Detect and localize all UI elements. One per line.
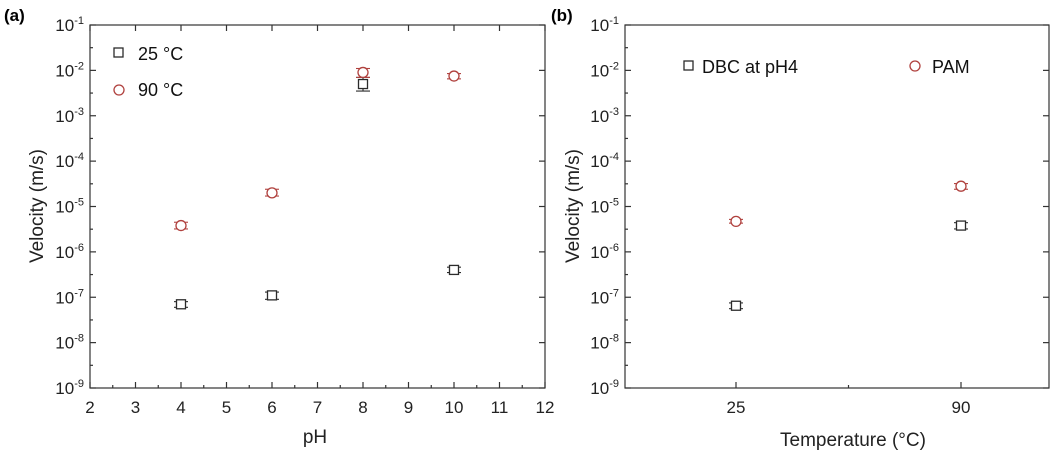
panel-a-letter: (a) [4, 6, 25, 25]
panel-b-y-axis-title: Velocity (m/s) [563, 149, 584, 263]
y-tick-label: 10-1 [55, 15, 84, 35]
y-tick-label: 10-4 [590, 151, 619, 171]
panel-a-y-ticks: 10-9 10-8 10-7 10-6 10-5 10-4 10-3 10-2 10-1 [55, 15, 545, 398]
x-tick-label: 6 [267, 398, 276, 417]
x-tick-label: 2 [85, 398, 94, 417]
y-tick-label: 10-2 [55, 60, 84, 80]
x-tick-label: 5 [222, 398, 231, 417]
data-point-square [266, 290, 278, 301]
y-tick-label: 10-7 [55, 287, 84, 307]
y-tick-label: 10-8 [55, 333, 84, 353]
legend-series-25c: 25 °C [138, 44, 183, 64]
x-tick-label: 12 [536, 398, 555, 417]
y-tick-label: 10-7 [590, 287, 619, 307]
panel-a-legend: 25 °C 90 °C [113, 44, 183, 100]
panel-a-x-ticks: 2 3 4 5 6 7 8 9 10 11 12 [85, 25, 554, 417]
y-tick-label: 10-3 [590, 106, 619, 126]
panel-a-x-axis-title: pH [303, 427, 327, 448]
panel-b-x-axis-title: Temperature (°C) [780, 430, 926, 451]
panel-a: (a) 10-9 10-8 10-7 10-6 10-5 10-4 10-3 10-2 10-1… [4, 6, 554, 448]
legend-series-dbc: DBC at pH4 [702, 57, 798, 77]
data-point-square [730, 300, 742, 311]
data-point-square [955, 220, 967, 231]
y-tick-label: 10-9 [55, 378, 84, 398]
x-tick-label: 11 [491, 398, 509, 417]
y-tick-label: 10-4 [55, 151, 84, 171]
y-tick-label: 10-3 [55, 106, 84, 126]
x-tick-label: 3 [131, 398, 140, 417]
legend-series-pam: PAM [932, 57, 970, 77]
legend-circle-marker [113, 84, 125, 96]
panel-b-x-ticks: 25 90 [727, 382, 971, 417]
y-tick-label: 10-5 [55, 197, 84, 217]
y-tick-label: 10-6 [590, 242, 619, 262]
panel-b-y-ticks: 10-9 10-8 10-7 10-6 10-5 10-4 10-3 10-2 10-1 [590, 15, 1049, 398]
x-tick-label: 9 [404, 398, 413, 417]
x-tick-label: 4 [176, 398, 185, 417]
data-point-circle [175, 219, 187, 232]
legend-circle-marker [909, 60, 921, 72]
y-tick-label: 10-1 [590, 15, 619, 35]
x-tick-label: 8 [358, 398, 367, 417]
panel-b-marks [729, 180, 968, 311]
data-point-circle [955, 180, 967, 192]
y-tick-label: 10-6 [55, 242, 84, 262]
x-tick-label: 7 [313, 398, 322, 417]
data-point-circle [730, 215, 742, 228]
panel-b-legend: DBC at pH4 PAM [683, 57, 970, 77]
data-point-circle [448, 70, 460, 82]
data-point-square [175, 299, 187, 310]
panel-b-plot-frame [624, 24, 1050, 389]
panel-a-marks [174, 66, 461, 310]
legend-square-marker [113, 47, 124, 58]
panel-b-letter: (b) [551, 6, 573, 25]
panel-a-y-axis-title: Velocity (m/s) [27, 149, 48, 263]
x-tick-label: 10 [445, 398, 464, 417]
data-point-circle [357, 66, 369, 79]
x-tick-label: 90 [952, 398, 971, 417]
legend-series-90c: 90 °C [138, 80, 183, 100]
y-tick-label: 10-9 [590, 378, 619, 398]
legend-square-marker [683, 60, 694, 71]
data-point-square [448, 264, 460, 276]
panel-b: (b) 10-9 10-8 10-7 10-6 10-5 10-4 10-3 10-2 10-1… [551, 6, 1050, 451]
y-tick-label: 10-5 [590, 197, 619, 217]
data-point-square [357, 78, 369, 90]
y-tick-label: 10-2 [590, 60, 619, 80]
x-tick-label: 25 [727, 398, 746, 417]
data-point-circle [266, 187, 278, 199]
y-tick-label: 10-8 [590, 333, 619, 353]
